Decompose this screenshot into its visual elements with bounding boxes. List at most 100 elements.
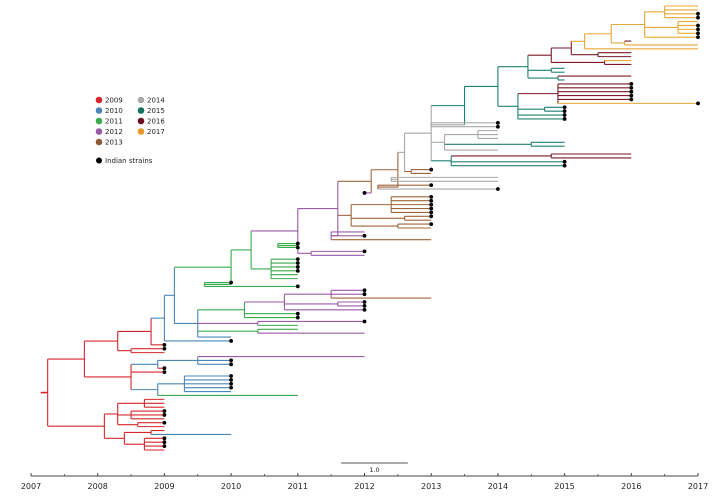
indian-strain-marker	[696, 101, 700, 106]
legend-swatch-indian-strains	[96, 157, 102, 164]
indian-strain-marker	[162, 409, 167, 413]
indian-strain-marker	[629, 97, 634, 102]
indian-strain-marker	[362, 288, 367, 293]
legend-swatch-2015	[137, 107, 145, 114]
legend-label-2012: 2012	[105, 128, 123, 136]
indian-strain-marker	[696, 11, 700, 16]
indian-strain-marker	[496, 120, 500, 125]
indian-strain-marker	[429, 206, 434, 211]
x-axis-tick-label: 2012	[354, 482, 374, 491]
indian-strain-marker	[295, 311, 300, 316]
x-axis-tick-label: 2007	[21, 482, 41, 491]
legend-label-2010: 2010	[105, 107, 123, 115]
indian-strain-marker	[362, 191, 367, 195]
x-axis-tick-label: 2016	[621, 482, 641, 491]
indian-strain-marker	[696, 23, 700, 28]
indian-strain-marker	[162, 440, 167, 445]
indian-strain-marker	[162, 420, 167, 425]
indian-strain-marker	[162, 366, 167, 371]
indian-strain-marker	[629, 81, 634, 86]
scale-bar: 1.0	[341, 462, 408, 474]
legend-label-2011: 2011	[105, 118, 123, 126]
indian-strain-marker	[696, 31, 700, 36]
indian-strain-marker	[362, 292, 367, 297]
indian-strain-marker	[496, 124, 500, 129]
indian-strain-marker	[162, 413, 167, 417]
legend-swatch-2010	[95, 107, 103, 114]
legend-label-indian-strains: Indian strains	[105, 157, 153, 165]
x-axis-tick-label: 2014	[488, 482, 508, 491]
indian-strain-marker	[362, 233, 367, 238]
indian-strain-marker	[162, 342, 167, 347]
x-axis-tick-label: 2017	[688, 482, 708, 491]
indian-strain-marker	[429, 222, 434, 227]
x-axis-tick-label: 2015	[554, 482, 574, 491]
legend-swatch-2016	[137, 117, 145, 125]
indian-strain-marker	[295, 261, 300, 265]
indian-strain-marker	[295, 265, 300, 269]
x-axis-tick-label: 2009	[154, 482, 174, 491]
indian-strain-marker	[295, 241, 300, 246]
indian-strain-marker	[429, 202, 434, 207]
indian-strain-marker	[696, 35, 700, 40]
x-axis: 2007 2008 2009 2010 2011 2012 2013 2014 2015 2016…	[21, 473, 708, 491]
indian-strain-marker	[229, 374, 234, 378]
legend-label-2013: 2013	[105, 139, 123, 147]
legend-swatch-2017	[137, 128, 145, 135]
indian-strain-marker	[562, 113, 567, 117]
legend-label-2015: 2015	[147, 107, 165, 115]
legend-swatch-2012	[95, 128, 103, 135]
indian-strain-marker	[629, 89, 634, 94]
indian-strain-marker	[295, 315, 300, 320]
legend-label-2014: 2014	[147, 97, 165, 105]
indian-strain-marker	[429, 167, 434, 172]
indian-strain-marker	[162, 436, 167, 441]
indian-strain-marker	[229, 381, 234, 386]
indian-strain-marker	[362, 307, 367, 312]
indian-strain-marker	[696, 27, 700, 32]
indian-strain-marker	[562, 109, 567, 114]
indian-strain-marker	[229, 358, 234, 363]
indian-strain-marker	[562, 105, 567, 110]
scale-bar-label: 1.0	[369, 466, 379, 474]
indian-strain-marker	[362, 249, 367, 254]
legend-swatch-2009	[95, 96, 103, 104]
x-axis-tick-label: 2013	[421, 482, 441, 491]
indian-strain-marker	[429, 183, 434, 188]
indian-strain-marker	[295, 284, 300, 289]
indian-strain-marker	[295, 268, 300, 273]
indian-strain-marker	[496, 187, 500, 191]
indian-strain-marker	[162, 346, 167, 351]
indian-strain-marker	[562, 163, 567, 168]
indian-strain-marker	[429, 210, 434, 215]
indian-strain-marker	[162, 444, 167, 449]
indian-strain-markers	[162, 11, 700, 449]
legend-label-2017: 2017	[147, 128, 165, 136]
indian-strain-marker	[562, 117, 567, 121]
indian-strain-marker	[429, 214, 434, 219]
indian-strain-marker	[229, 280, 234, 285]
indian-strain-marker	[362, 303, 367, 308]
indian-strain-marker	[696, 15, 700, 20]
indian-strain-marker	[362, 319, 367, 324]
indian-strain-marker	[229, 377, 234, 382]
indian-strain-marker	[429, 194, 434, 199]
indian-strain-marker	[562, 159, 567, 164]
legend-label-2009: 2009	[105, 97, 123, 105]
indian-strain-marker	[295, 257, 300, 262]
indian-strain-marker	[229, 385, 234, 390]
legend: 2009 2010 2011 2012 2013 2014 2015 2016 2017 Indi…	[95, 96, 165, 165]
indian-strain-marker	[162, 370, 167, 375]
x-axis-tick-label: 2011	[288, 482, 308, 491]
indian-strain-marker	[229, 339, 234, 343]
legend-swatch-2013	[95, 138, 103, 146]
x-axis-tick-label: 2010	[221, 482, 241, 491]
indian-strain-marker	[229, 362, 234, 367]
legend-swatch-2014	[137, 96, 145, 104]
indian-strain-marker	[429, 198, 434, 203]
indian-strain-marker	[362, 300, 367, 304]
indian-strain-marker	[295, 245, 300, 250]
tree-branches	[40, 5, 698, 451]
legend-swatch-2011	[95, 117, 103, 125]
